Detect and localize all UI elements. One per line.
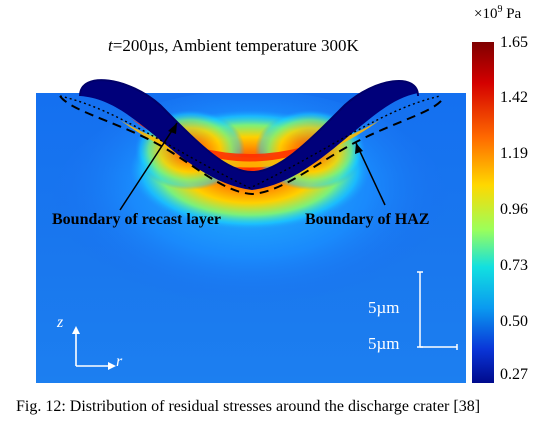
figure-title: t=200µs, Ambient temperature 300K — [108, 36, 359, 55]
field-heat — [50, 93, 450, 330]
haz-boundary — [59, 95, 445, 196]
colorbar-tick: 0.50 — [500, 313, 528, 330]
colorbar-tick: 0.96 — [500, 201, 528, 218]
crater-surface — [79, 79, 419, 174]
recast-boundary — [59, 95, 441, 189]
axis-r-label: r — [116, 353, 123, 370]
recast-arrow — [119, 122, 178, 211]
figure-caption: Fig. 12: Distribution of residual stress… — [16, 398, 481, 415]
haz-arrow — [355, 142, 386, 206]
scale-bar-vertical-label: 5µm — [368, 298, 400, 317]
z-axis-arrow-head — [72, 326, 80, 334]
recast-arrow-head — [168, 123, 177, 134]
colorbar-tick: 0.27 — [500, 366, 528, 383]
haz-label: Boundary of HAZ — [305, 211, 430, 228]
colorbar-tick: 0.73 — [500, 257, 528, 274]
haz-arrow-head — [355, 143, 363, 154]
axis-z-label: z — [57, 314, 64, 331]
colorbar-tick: 1.65 — [500, 34, 528, 51]
colorbar-tick: 1.19 — [500, 145, 528, 162]
r-axis-arrow-head — [108, 362, 116, 370]
colorbar — [472, 42, 494, 383]
colorbar-unit: ×109 Pa — [474, 4, 522, 22]
scale-bar-horizontal-label: 5µm — [368, 334, 400, 353]
colorbar-tick: 1.42 — [500, 89, 528, 106]
recast-label: Boundary of recast layer — [52, 211, 222, 228]
recast-layer — [80, 80, 418, 190]
